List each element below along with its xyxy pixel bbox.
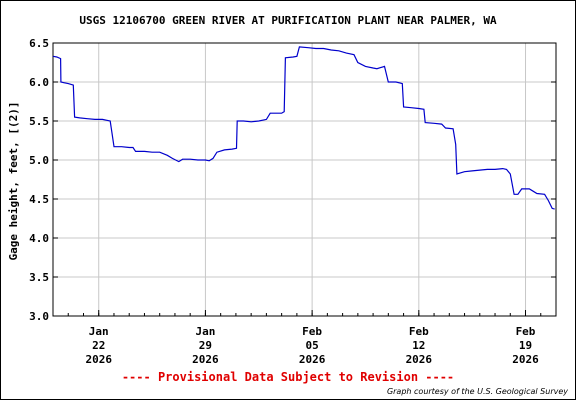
x-tick-label: 2026 — [85, 353, 112, 366]
y-tick-label: 6.5 — [29, 37, 49, 50]
x-tick-label: 2026 — [512, 353, 539, 366]
chart-title: USGS 12106700 GREEN RIVER AT PURIFICATIO… — [79, 14, 497, 27]
x-tick-label: Feb — [409, 325, 429, 338]
y-axis: 3.0 3.5 4.0 4.5 5.0 5.5 6.0 6.5 — [29, 37, 556, 323]
y-tick-label: 4.5 — [29, 193, 49, 206]
gage-height-series-line — [52, 46, 555, 210]
x-tick-label: 2026 — [192, 353, 219, 366]
y-tick-label: 4.0 — [29, 232, 49, 245]
x-tick-label: 22 — [92, 339, 105, 352]
x-tick-label: 19 — [519, 339, 532, 352]
x-tick-label: 29 — [199, 339, 212, 352]
x-tick-label: Feb — [516, 325, 536, 338]
y-axis-label: Gage height, feet, [(2)] — [7, 102, 20, 261]
provisional-notice: ---- Provisional Data Subject to Revisio… — [122, 370, 454, 384]
y-tick-label: 6.0 — [29, 76, 49, 89]
x-axis: Jan222026Jan292026Feb052026Feb122026Feb1… — [52, 310, 557, 366]
series-group — [52, 46, 555, 210]
grid — [53, 42, 556, 317]
x-tick-label: 05 — [305, 339, 318, 352]
y-tick-label: 3.5 — [29, 271, 49, 284]
y-tick-label: 5.5 — [29, 115, 49, 128]
x-tick-label: 12 — [412, 339, 425, 352]
x-tick-label: Jan — [195, 325, 215, 338]
x-tick-label: Jan — [89, 325, 109, 338]
y-tick-label: 5.0 — [29, 154, 49, 167]
x-tick-label: 2026 — [406, 353, 433, 366]
x-tick-label: Feb — [302, 325, 322, 338]
plot-area — [52, 42, 557, 317]
x-tick-label: 2026 — [299, 353, 326, 366]
y-tick-label: 3.0 — [29, 310, 49, 323]
usgs-credit: Graph courtesy of the U.S. Geological Su… — [387, 387, 568, 396]
